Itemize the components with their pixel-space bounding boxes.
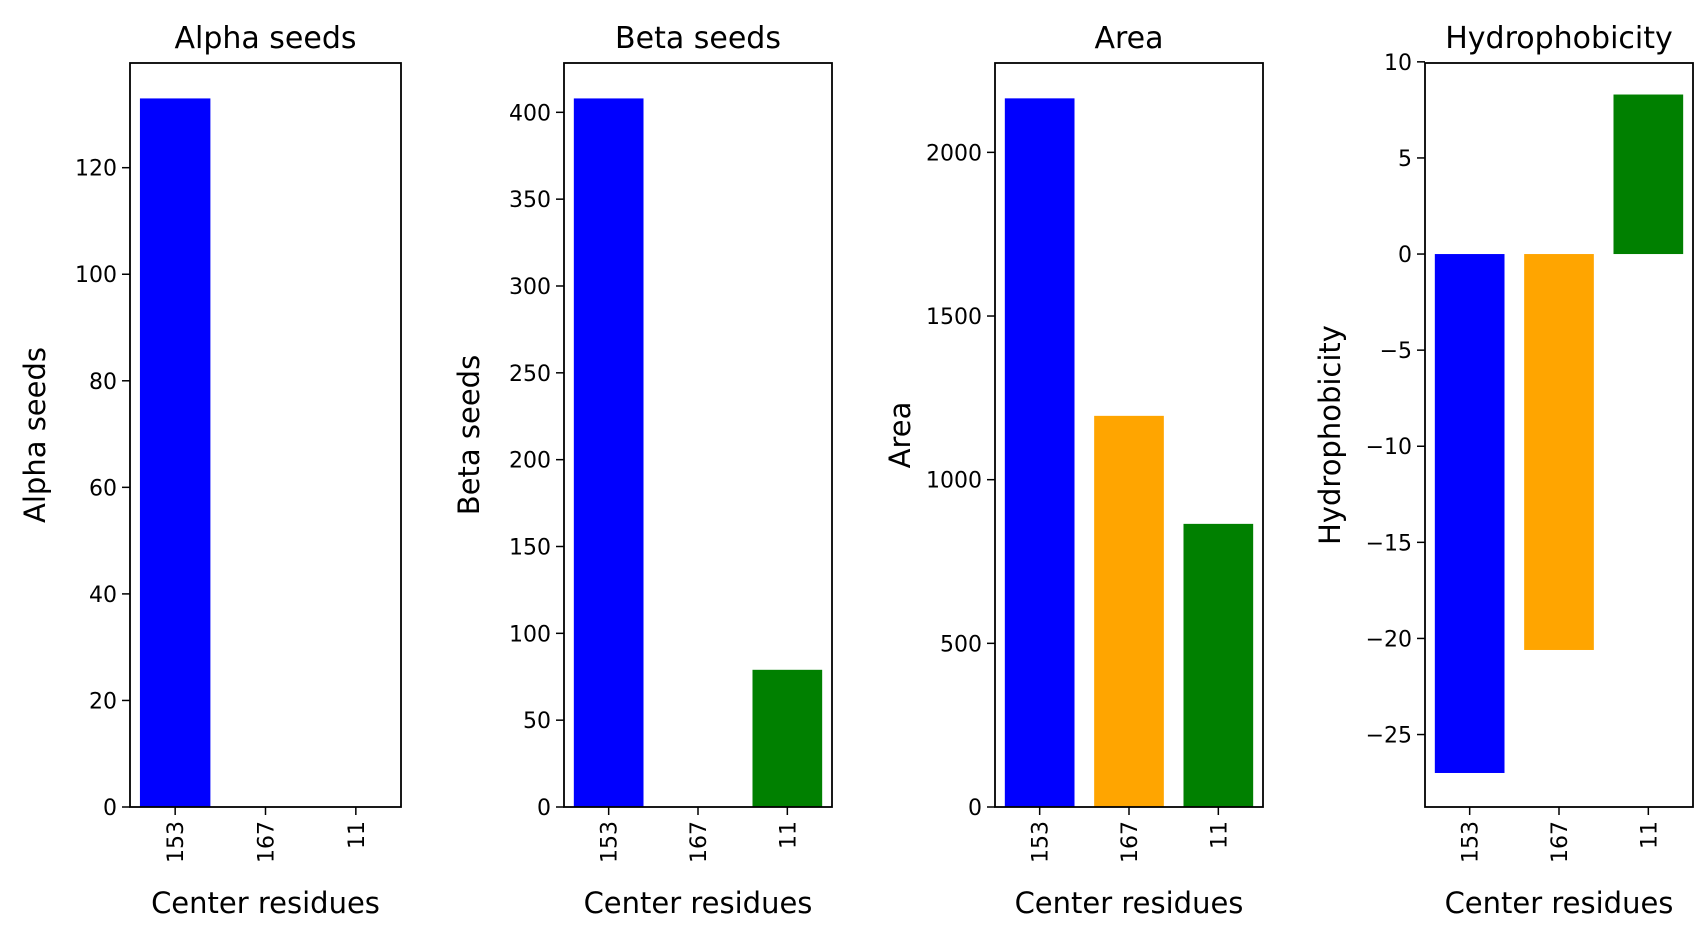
- bar-153: [573, 98, 644, 807]
- y-tick-label: 500: [940, 632, 982, 657]
- x-axis-label: Center residues: [1015, 886, 1244, 920]
- y-axis-label: Area: [883, 402, 917, 469]
- x-tick-label: 153: [1459, 821, 1484, 863]
- y-tick-label: 50: [523, 709, 551, 734]
- y-tick-label: 100: [75, 263, 117, 288]
- x-axis-label: Center residues: [1445, 886, 1674, 920]
- chart-panel-1: 0 20 40 60 80 100 120 153 167 11 Alpha seeds Center…: [18, 21, 402, 920]
- y-tick-label: 0: [968, 796, 982, 821]
- x-tick-label: 11: [1207, 821, 1232, 849]
- chart-panel-3: 0 500 1000 1500 2000 153 167 11 Area Center resid…: [883, 21, 1264, 920]
- chart-title: Hydrophobicity: [1445, 21, 1673, 56]
- x-tick-label: 153: [598, 821, 623, 863]
- y-axis-label: Alpha seeds: [18, 347, 52, 523]
- chart-panel-4: −25 −20 −15 −10 −5 0 5 10 153 167 11 Hydrophobicity…: [1313, 21, 1694, 920]
- x-tick-label: 167: [255, 821, 280, 863]
- y-tick-label: 0: [537, 796, 551, 821]
- y-tick-label: 1500: [926, 305, 982, 330]
- bar-153: [1004, 98, 1075, 807]
- x-tick-label: 167: [687, 821, 712, 863]
- y-tick-label: 400: [509, 101, 551, 126]
- bar-153: [1434, 254, 1505, 773]
- y-tick-label: −10: [1366, 435, 1412, 460]
- bar-167: [1524, 254, 1594, 650]
- y-tick-label: 120: [75, 157, 117, 182]
- y-tick-label: 150: [509, 535, 551, 560]
- bar-167: [1094, 415, 1164, 807]
- x-tick-label: 153: [1029, 821, 1054, 863]
- y-tick-label: 350: [509, 188, 551, 213]
- x-tick-label: 11: [345, 821, 370, 849]
- y-axis-label: Beta seeds: [452, 355, 486, 515]
- y-tick-label: 1000: [926, 469, 982, 494]
- y-tick-label: 2000: [926, 141, 982, 166]
- y-tick-label: 0: [1398, 243, 1412, 268]
- y-tick-label: 300: [509, 275, 551, 300]
- chart-title: Area: [1094, 21, 1163, 56]
- y-tick-label: 5: [1398, 147, 1412, 172]
- x-tick-label: 167: [1548, 821, 1573, 863]
- y-tick-label: 20: [89, 689, 117, 714]
- y-axis-label: Hydrophobicity: [1313, 325, 1347, 545]
- y-tick-label: 0: [103, 796, 117, 821]
- y-tick-label: 200: [509, 449, 551, 474]
- y-tick-label: 60: [89, 476, 117, 501]
- y-tick-label: 10: [1384, 51, 1412, 76]
- bar-11: [752, 669, 823, 807]
- y-tick-label: −5: [1380, 339, 1412, 364]
- chart-title: Alpha seeds: [174, 21, 356, 56]
- x-axis-label: Center residues: [151, 886, 380, 920]
- chart-panel-2: 0 50 100 150 200 250 300 350 400 153 167 11 Beta see…: [452, 21, 833, 920]
- x-tick-label: 11: [1637, 821, 1662, 849]
- y-tick-label: 250: [509, 362, 551, 387]
- y-tick-label: −15: [1366, 531, 1412, 556]
- y-tick-label: 40: [89, 583, 117, 608]
- x-axis-label: Center residues: [584, 886, 813, 920]
- bar-11: [1613, 94, 1684, 255]
- bar-153: [139, 98, 211, 807]
- chart-title: Beta seeds: [615, 21, 781, 56]
- x-tick-label: 167: [1118, 821, 1143, 863]
- y-tick-label: −20: [1366, 627, 1412, 652]
- x-tick-label: 11: [776, 821, 801, 849]
- bar-11: [1183, 523, 1254, 807]
- y-tick-label: 80: [89, 370, 117, 395]
- y-tick-label: −25: [1366, 724, 1412, 749]
- x-tick-label: 153: [164, 821, 189, 863]
- y-tick-label: 100: [509, 622, 551, 647]
